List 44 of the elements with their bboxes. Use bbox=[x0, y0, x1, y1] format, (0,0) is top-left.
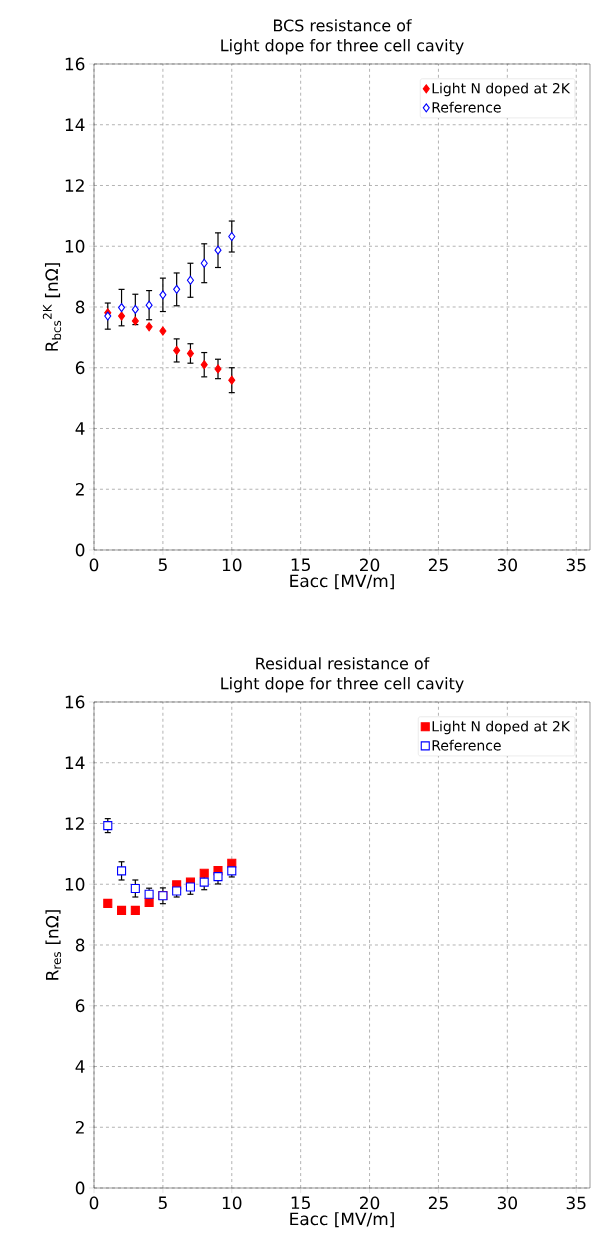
y-tick-label: 12 bbox=[65, 817, 84, 830]
x-tick-label: 35 bbox=[566, 1196, 586, 1210]
y-tick-label: 2 bbox=[75, 482, 84, 496]
legend-label: Reference bbox=[432, 101, 501, 113]
y-tick-label: 4 bbox=[75, 422, 85, 435]
y-tick-label: 16 bbox=[65, 695, 85, 709]
x-tick-label: 30 bbox=[497, 1196, 517, 1210]
x-tick-label: 10 bbox=[222, 558, 242, 572]
y-axis-title: R$_{bcs}$$^{2K}$ [nΩ] bbox=[42, 263, 62, 351]
y-tick-label: 8 bbox=[75, 938, 85, 952]
y-tick-label: 4 bbox=[75, 1060, 85, 1073]
x-tick-label: 15 bbox=[291, 1196, 310, 1210]
y-tick-label: 6 bbox=[75, 361, 85, 375]
x-tick-label: 0 bbox=[89, 1196, 99, 1210]
y-tick-label: 6 bbox=[75, 999, 85, 1013]
x-tick-label: 35 bbox=[566, 558, 586, 572]
y-tick-label: 10 bbox=[65, 239, 85, 253]
y-tick-label: 8 bbox=[75, 300, 85, 314]
x-tick-label: 5 bbox=[158, 558, 167, 572]
chart-title: Residual resistance of Light dope for three cell cavity bbox=[221, 657, 464, 693]
chart-title: BCS resistance of Light dope for three cell cavity bbox=[221, 19, 464, 55]
x-tick-label: 10 bbox=[222, 1196, 242, 1210]
x-tick-label: 20 bbox=[360, 1196, 380, 1210]
x-tick-label: 20 bbox=[360, 558, 380, 572]
legend-label: Light N doped at 2K bbox=[432, 82, 571, 97]
x-tick-label: 15 bbox=[291, 558, 310, 572]
y-tick-label: 2 bbox=[75, 1120, 84, 1134]
y-tick-label: 16 bbox=[65, 57, 85, 71]
legend-label: Reference bbox=[432, 739, 501, 751]
x-tick-label: 30 bbox=[497, 558, 517, 572]
y-tick-label: 14 bbox=[65, 756, 85, 769]
x-tick-label: 25 bbox=[428, 558, 448, 572]
y-tick-label: 12 bbox=[65, 179, 84, 192]
x-tick-label: 5 bbox=[158, 1196, 167, 1210]
x-tick-label: 25 bbox=[428, 1196, 448, 1210]
y-tick-label: 10 bbox=[65, 877, 85, 891]
x-tick-label: 0 bbox=[89, 558, 99, 572]
y-tick-label: 0 bbox=[75, 1181, 85, 1195]
y-tick-label: 0 bbox=[75, 543, 85, 557]
x-axis-title: Eacc [MV/m] bbox=[290, 1212, 394, 1228]
legend-label: Light N doped at 2K bbox=[432, 720, 571, 735]
y-axis-title: R$_{res}$ [nΩ] bbox=[45, 910, 62, 980]
y-tick-label: 14 bbox=[65, 118, 85, 131]
x-axis-title: Eacc [MV/m] bbox=[290, 574, 394, 590]
